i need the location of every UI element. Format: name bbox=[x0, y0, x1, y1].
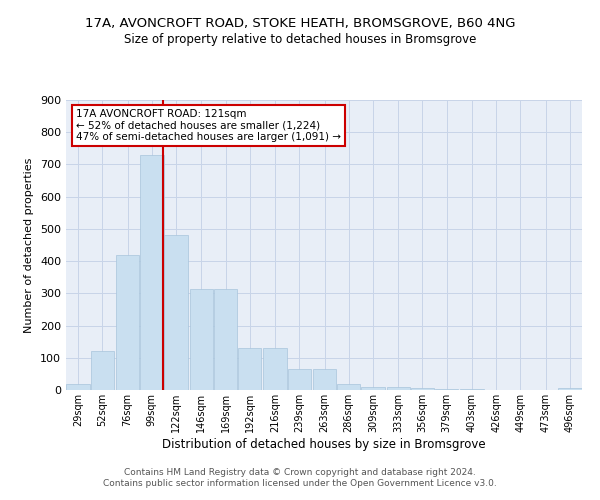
Bar bbox=[91, 352, 114, 390]
Bar bbox=[140, 155, 164, 390]
Bar bbox=[214, 288, 237, 390]
X-axis label: Distribution of detached houses by size in Bromsgrove: Distribution of detached houses by size … bbox=[162, 438, 486, 450]
Bar bbox=[67, 384, 90, 390]
Bar bbox=[411, 388, 434, 390]
Bar bbox=[337, 384, 361, 390]
Bar bbox=[238, 348, 262, 390]
Text: Contains HM Land Registry data © Crown copyright and database right 2024.
Contai: Contains HM Land Registry data © Crown c… bbox=[103, 468, 497, 487]
Bar bbox=[313, 369, 336, 390]
Bar bbox=[558, 388, 581, 390]
Bar bbox=[116, 256, 139, 390]
Bar bbox=[287, 369, 311, 390]
Bar bbox=[386, 388, 410, 390]
Text: 17A AVONCROFT ROAD: 121sqm
← 52% of detached houses are smaller (1,224)
47% of s: 17A AVONCROFT ROAD: 121sqm ← 52% of deta… bbox=[76, 108, 341, 142]
Bar bbox=[361, 387, 385, 390]
Bar bbox=[263, 348, 287, 390]
Text: 17A, AVONCROFT ROAD, STOKE HEATH, BROMSGROVE, B60 4NG: 17A, AVONCROFT ROAD, STOKE HEATH, BROMSG… bbox=[85, 18, 515, 30]
Bar bbox=[435, 389, 458, 390]
Text: Size of property relative to detached houses in Bromsgrove: Size of property relative to detached ho… bbox=[124, 32, 476, 46]
Bar bbox=[190, 288, 213, 390]
Bar bbox=[164, 236, 188, 390]
Y-axis label: Number of detached properties: Number of detached properties bbox=[25, 158, 34, 332]
